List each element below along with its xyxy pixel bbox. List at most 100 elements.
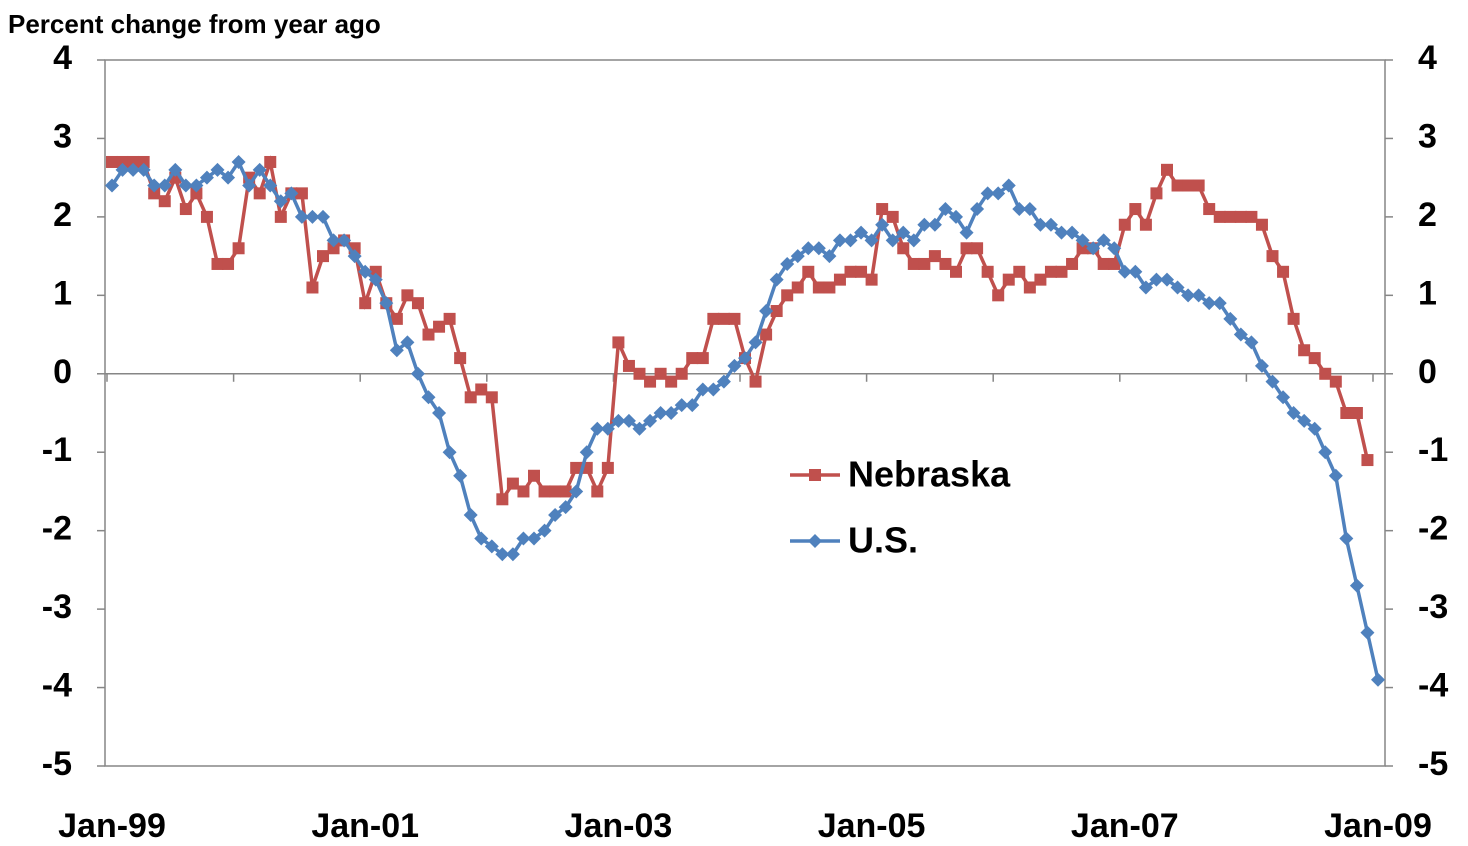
data-point bbox=[780, 256, 795, 271]
y-tick-label: 4 bbox=[53, 39, 72, 77]
data-point bbox=[548, 507, 563, 522]
data-point bbox=[1075, 233, 1090, 248]
data-point bbox=[1318, 445, 1333, 460]
data-point bbox=[253, 187, 266, 200]
data-point bbox=[126, 162, 141, 177]
y-tick-label: -4 bbox=[42, 667, 72, 705]
data-point bbox=[379, 296, 394, 311]
data-point bbox=[516, 531, 531, 546]
data-point bbox=[401, 289, 414, 302]
data-point bbox=[612, 336, 625, 349]
data-point bbox=[1013, 265, 1026, 278]
data-point bbox=[115, 162, 130, 177]
data-point bbox=[1340, 407, 1353, 419]
data-point bbox=[1023, 281, 1036, 294]
data-point bbox=[284, 186, 299, 201]
data-point bbox=[306, 281, 319, 294]
data-point bbox=[1033, 217, 1048, 232]
data-point bbox=[1361, 454, 1374, 467]
data-point bbox=[812, 281, 825, 294]
data-point bbox=[980, 186, 995, 201]
data-point bbox=[358, 264, 373, 279]
data-point bbox=[686, 352, 699, 365]
data-point bbox=[422, 328, 435, 341]
data-point bbox=[305, 209, 320, 224]
data-point bbox=[981, 265, 994, 278]
data-point bbox=[918, 257, 931, 270]
data-point bbox=[463, 507, 478, 522]
data-point bbox=[886, 210, 899, 223]
data-point bbox=[906, 233, 921, 248]
data-point bbox=[136, 162, 151, 177]
data-point bbox=[317, 250, 329, 263]
data-point bbox=[400, 335, 415, 350]
data-point bbox=[327, 242, 340, 255]
data-point bbox=[443, 312, 456, 325]
data-point bbox=[717, 312, 730, 325]
data-point bbox=[833, 273, 846, 286]
data-point bbox=[1181, 288, 1196, 303]
data-point bbox=[157, 178, 172, 193]
data-point bbox=[971, 242, 984, 255]
data-point bbox=[832, 233, 847, 248]
data-point bbox=[549, 485, 562, 498]
data-point bbox=[907, 257, 920, 270]
data-point bbox=[653, 406, 668, 420]
data-point bbox=[791, 281, 804, 294]
data-point bbox=[633, 367, 646, 380]
data-point bbox=[706, 382, 721, 397]
data-point bbox=[1022, 202, 1037, 217]
data-point bbox=[938, 202, 953, 217]
data-point bbox=[116, 155, 129, 168]
y2-tick-label: 3 bbox=[1418, 117, 1437, 155]
data-point bbox=[242, 178, 257, 193]
data-point bbox=[1349, 578, 1364, 593]
data-point bbox=[390, 312, 403, 325]
data-point bbox=[442, 445, 457, 460]
data-point bbox=[294, 209, 309, 224]
data-point bbox=[1307, 421, 1322, 436]
y-tick-label: -5 bbox=[42, 745, 72, 783]
data-point bbox=[389, 343, 404, 358]
data-point bbox=[527, 531, 541, 546]
data-point bbox=[1203, 203, 1216, 216]
data-point bbox=[496, 493, 509, 506]
data-point bbox=[1149, 272, 1164, 287]
y2-tick-label: -4 bbox=[1418, 667, 1448, 705]
data-point bbox=[1002, 273, 1015, 286]
data-point bbox=[264, 155, 277, 168]
data-point bbox=[970, 202, 985, 217]
data-point bbox=[854, 225, 869, 240]
data-point bbox=[537, 523, 552, 538]
data-point bbox=[485, 391, 498, 404]
data-point bbox=[127, 155, 140, 168]
data-point bbox=[295, 187, 308, 200]
data-point bbox=[1360, 625, 1375, 640]
data-point bbox=[252, 162, 267, 177]
series-line bbox=[110, 158, 1380, 681]
data-point bbox=[927, 217, 942, 232]
data-point bbox=[1223, 311, 1238, 326]
y-tick-label: 1 bbox=[53, 274, 72, 312]
data-point bbox=[917, 217, 932, 232]
data-point bbox=[685, 398, 700, 413]
data-point bbox=[1255, 218, 1268, 231]
data-point bbox=[992, 289, 1005, 302]
data-point bbox=[844, 265, 857, 278]
y2-tick-label: -2 bbox=[1418, 510, 1448, 548]
data-point bbox=[897, 242, 910, 255]
data-point bbox=[484, 539, 499, 554]
data-point bbox=[359, 297, 372, 310]
data-point bbox=[960, 242, 973, 255]
y2-tick-label: 2 bbox=[1418, 196, 1437, 234]
data-point bbox=[168, 162, 183, 177]
data-point bbox=[696, 352, 709, 365]
data-point bbox=[1286, 406, 1301, 420]
data-point bbox=[1297, 413, 1312, 428]
data-point bbox=[559, 485, 572, 498]
data-point bbox=[1139, 218, 1152, 231]
data-point bbox=[749, 375, 762, 388]
data-point bbox=[1043, 217, 1058, 232]
data-point bbox=[1234, 210, 1247, 223]
